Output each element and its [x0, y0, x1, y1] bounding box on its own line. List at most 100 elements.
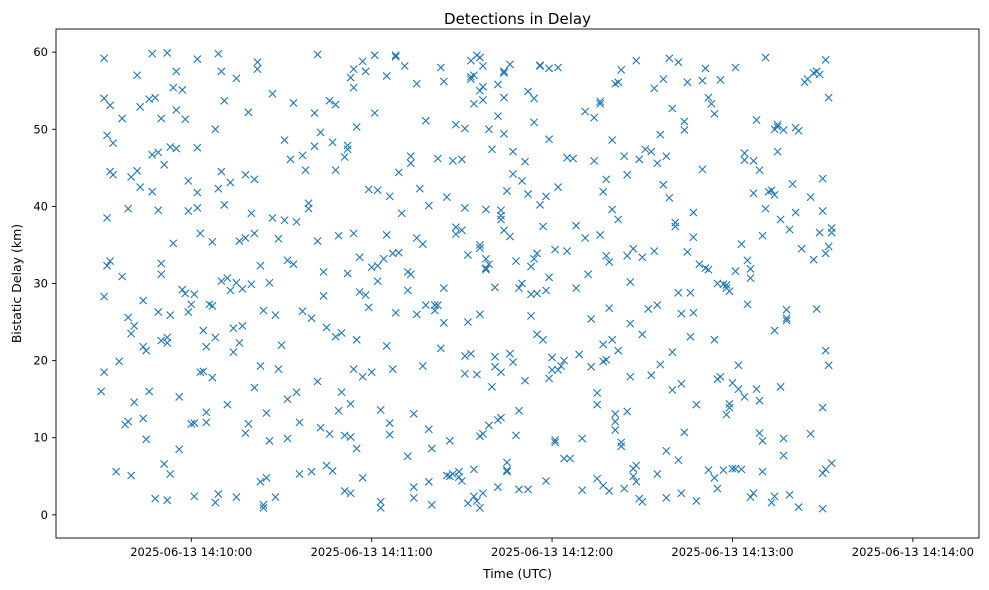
detection-point [298, 151, 307, 160]
detection-point [659, 180, 668, 189]
detection-point [406, 159, 415, 168]
detection-point [169, 239, 178, 248]
detection-point [590, 156, 599, 165]
detection-point [433, 154, 442, 163]
detection-point [794, 503, 803, 512]
detection-point [665, 54, 674, 63]
detection-point [770, 492, 779, 501]
detection-point [680, 126, 689, 135]
detection-point [364, 303, 373, 312]
detection-point [343, 141, 352, 150]
detection-point [524, 87, 533, 96]
detection-point [502, 466, 511, 475]
detection-point [331, 166, 340, 175]
detection-point [551, 438, 560, 447]
detection-point [611, 417, 620, 426]
detection-point [451, 230, 460, 239]
detection-point [346, 73, 355, 82]
detection-point [668, 104, 677, 113]
detection-point [463, 250, 472, 259]
detection-point [683, 247, 692, 256]
detection-point [118, 272, 127, 281]
detection-point [268, 213, 277, 222]
detection-point [259, 306, 268, 315]
detection-point [680, 117, 689, 126]
detection-point [545, 273, 554, 282]
detection-point [490, 283, 499, 292]
detection-point [521, 376, 530, 385]
detection-point [313, 50, 322, 59]
detection-point [671, 222, 680, 231]
detection-point [782, 314, 791, 323]
detection-point [313, 237, 322, 246]
detection-point [181, 289, 190, 298]
detection-point [662, 446, 671, 455]
detection-point [475, 310, 484, 319]
detection-point [502, 467, 511, 476]
plot-frame [55, 28, 980, 539]
detection-point [424, 477, 433, 486]
detection-point [280, 216, 289, 225]
detection-point [770, 190, 779, 199]
detection-point [229, 348, 238, 357]
detection-point [605, 486, 614, 495]
detection-point [184, 308, 193, 317]
detection-point [277, 341, 286, 350]
detection-point [509, 147, 517, 156]
detection-point [668, 348, 677, 357]
detection-point [97, 387, 106, 396]
detection-point [674, 58, 683, 67]
detection-point [199, 367, 208, 376]
detection-point [533, 249, 542, 258]
detection-point [214, 49, 223, 58]
detection-point [106, 101, 115, 110]
detection-point [767, 498, 776, 507]
detection-point [472, 496, 481, 505]
detection-point [626, 277, 635, 286]
detection-point [337, 328, 346, 337]
detection-point [187, 419, 196, 428]
detection-point [157, 336, 166, 345]
detection-point [698, 165, 707, 174]
detection-point [451, 223, 460, 232]
detection-point [481, 265, 490, 274]
detection-point [139, 414, 148, 423]
detection-point [202, 418, 211, 427]
detection-point [536, 61, 545, 70]
x-axis-label: Time (UTC) [482, 566, 552, 581]
detection-point [487, 382, 496, 391]
detection-point [782, 316, 791, 325]
detection-point [818, 207, 827, 215]
detection-point [806, 193, 815, 202]
detection-point [196, 368, 205, 377]
detection-point [632, 461, 641, 470]
detection-point [478, 489, 487, 498]
detection-point [493, 112, 502, 121]
detection-point [737, 240, 746, 249]
detection-point [698, 76, 707, 85]
detection-point [481, 254, 490, 263]
detection-point [469, 71, 478, 80]
detection-point [749, 156, 758, 165]
detection-point [499, 129, 508, 138]
y-tick-label: 40 [33, 199, 48, 213]
detection-point [274, 365, 283, 374]
detection-point [481, 264, 490, 273]
detection-point [650, 84, 659, 93]
detection-point [683, 78, 692, 87]
detection-point [445, 436, 454, 445]
detection-point [596, 99, 605, 108]
detection-point [193, 188, 202, 197]
detection-point [412, 234, 421, 242]
detection-point [545, 135, 554, 144]
detection-point [391, 52, 400, 61]
detection-point [731, 267, 740, 276]
detection-point [406, 270, 415, 279]
detection-point [502, 458, 511, 467]
detection-point [466, 349, 475, 358]
detection-point [229, 324, 238, 333]
detection-point [557, 362, 566, 371]
detection-point [593, 400, 602, 409]
detection-point [478, 95, 487, 104]
detection-point [166, 470, 175, 478]
